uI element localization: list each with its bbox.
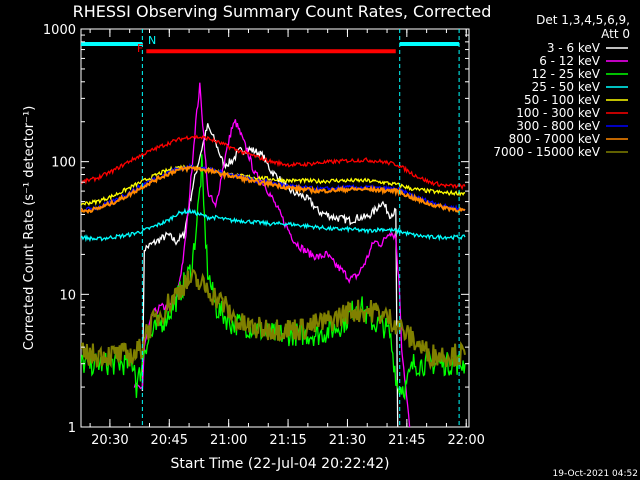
plot-frame	[80, 28, 470, 428]
chart-title: RHESSI Observing Summary Count Rates, Co…	[73, 2, 492, 21]
series-line-300-800-kev	[81, 163, 466, 213]
y-tick-label: 10	[59, 288, 76, 303]
legend-entry-label: 300 - 800 keV	[516, 119, 600, 133]
series-line-100-300-kev	[81, 134, 466, 191]
series-line-7000-15000-kev	[81, 268, 466, 371]
series-line-12-25-kev	[81, 154, 466, 401]
x-tick-label: 21:00	[210, 433, 247, 448]
x-tick-label: 22:00	[447, 433, 484, 448]
series-line-25-50-kev	[81, 207, 466, 243]
flare-f-label: F	[137, 42, 143, 55]
legend-header-line-2: Att 0	[601, 27, 630, 41]
series-line-6-12-kev	[133, 82, 411, 427]
legend-entry-label: 50 - 100 keV	[524, 93, 601, 107]
x-tick-label: 21:45	[388, 433, 425, 448]
series-line-50-100-kev	[81, 164, 466, 207]
legend-entry-label: 100 - 300 keV	[516, 106, 600, 120]
legend-entry-label: 7000 - 15000 keV	[493, 145, 600, 159]
legend-header-line-1: Det 1,3,4,5,6,9,	[536, 13, 630, 27]
x-axis-label: Start Time (22-Jul-04 20:22:42)	[170, 456, 389, 472]
legend-entry-label: 6 - 12 keV	[539, 54, 601, 68]
y-axis-label: Corrected Count Rate (s⁻¹ detector⁻¹)	[22, 106, 37, 351]
legend-entry-label: 25 - 50 keV	[532, 80, 601, 94]
x-tick-label: 20:30	[91, 433, 128, 448]
series-line-3-6-kev	[141, 123, 399, 427]
attenuator-n-label: N	[148, 34, 156, 47]
legend-entry-label: 12 - 25 keV	[532, 67, 601, 81]
legend-entry-label: 800 - 7000 keV	[509, 132, 601, 146]
y-tick-label: 1	[68, 421, 76, 436]
x-tick-label: 21:15	[269, 433, 306, 448]
x-tick-label: 21:30	[329, 433, 366, 448]
y-tick-label: 100	[51, 156, 76, 171]
x-tick-label: 20:45	[151, 433, 188, 448]
y-tick-label: 1000	[43, 23, 76, 38]
legend-entry-label: 3 - 6 keV	[547, 41, 601, 55]
footer-date: 19-Oct-2021 04:52	[553, 469, 638, 479]
series-line-800-7000-kev	[81, 165, 466, 215]
